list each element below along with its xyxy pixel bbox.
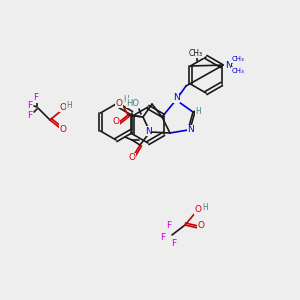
Text: O: O xyxy=(194,206,202,214)
Text: H: H xyxy=(202,203,208,212)
Text: CH₃: CH₃ xyxy=(232,56,244,62)
Text: F: F xyxy=(160,233,166,242)
Text: O: O xyxy=(112,116,119,125)
Text: CH₃: CH₃ xyxy=(232,68,244,74)
Text: O: O xyxy=(128,154,136,163)
Text: N: N xyxy=(188,125,194,134)
Text: O: O xyxy=(197,220,205,230)
Text: N: N xyxy=(172,94,179,103)
Text: O: O xyxy=(116,98,122,107)
Text: F: F xyxy=(171,239,177,248)
Text: F: F xyxy=(33,94,39,103)
Text: O: O xyxy=(59,103,67,112)
Text: N: N xyxy=(225,61,231,70)
Text: H: H xyxy=(66,100,72,109)
Text: HO: HO xyxy=(127,98,140,107)
Text: N: N xyxy=(145,127,152,136)
Text: F: F xyxy=(27,101,33,110)
Text: O: O xyxy=(59,124,67,134)
Text: F: F xyxy=(167,221,172,230)
Text: H: H xyxy=(123,95,129,104)
Text: H: H xyxy=(195,107,201,116)
Text: CH₃: CH₃ xyxy=(189,49,203,58)
Text: F: F xyxy=(27,112,33,121)
